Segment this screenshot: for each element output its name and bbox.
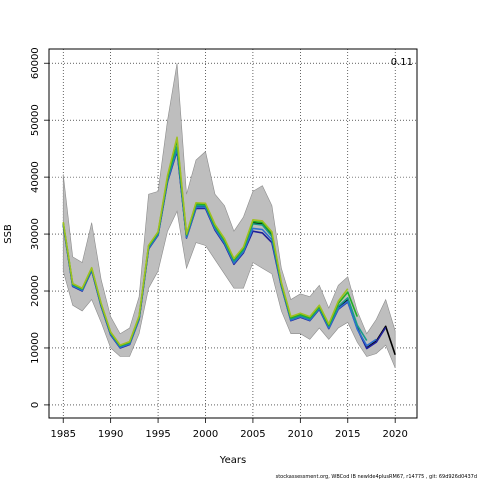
- x-tick-label: 1985: [51, 429, 76, 440]
- plot-frame: [48, 48, 418, 419]
- x-tick-label: 2015: [335, 429, 360, 440]
- x-tick-label: 2005: [240, 429, 265, 440]
- confidence-band: [62, 63, 396, 369]
- x-tick-label: 2010: [288, 429, 313, 440]
- footer-text: stockassessment.org, WBCod IB newlde4plu…: [276, 474, 477, 480]
- x-tick-label: 1990: [98, 429, 123, 440]
- x-axis-title: Years: [219, 455, 246, 466]
- y-tick-label: 30000: [30, 218, 41, 250]
- y-tick-label: 50000: [30, 104, 41, 136]
- x-tick-label: 1995: [145, 429, 170, 440]
- y-tick-label: 40000: [30, 161, 41, 193]
- y-axis-title: SSB: [3, 224, 14, 244]
- corner-label: 0.11: [391, 57, 413, 68]
- y-tick-label: 10000: [30, 332, 41, 364]
- band-area: [62, 63, 396, 369]
- y-tick-label: 20000: [30, 275, 41, 307]
- series-line-5: [62, 136, 349, 346]
- x-tick-label: 2000: [193, 429, 218, 440]
- y-tick-label: 0: [30, 402, 41, 408]
- series-lines: [62, 136, 396, 356]
- x-axis: 1985 1990 1995 2000 2005 2010 2015 2020: [51, 418, 408, 440]
- x-tick-label: 2020: [382, 429, 407, 440]
- y-axis: 0 10000 20000 30000 40000 50000 60000: [30, 47, 49, 408]
- y-tick-label: 60000: [30, 47, 41, 79]
